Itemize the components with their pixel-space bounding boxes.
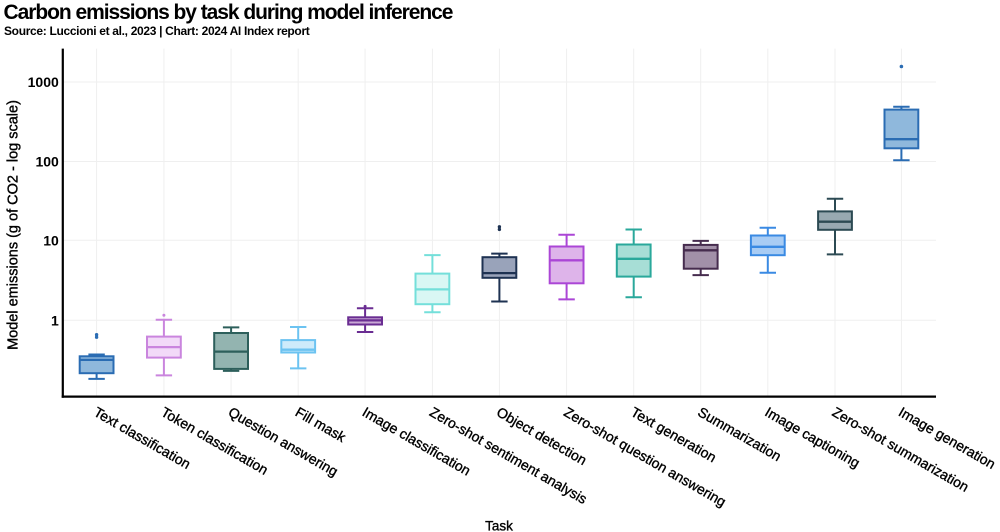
svg-text:Task: Task [485, 519, 513, 532]
svg-text:Model emissions (g of CO2 - lo: Model emissions (g of CO2 - log scale) [6, 100, 22, 350]
svg-text:1000: 1000 [28, 74, 59, 90]
svg-text:10: 10 [43, 232, 59, 248]
svg-text:Question answering: Question answering [226, 404, 341, 480]
svg-text:100: 100 [35, 154, 59, 170]
svg-text:Fill mask: Fill mask [293, 404, 350, 446]
svg-text:1: 1 [51, 312, 59, 328]
